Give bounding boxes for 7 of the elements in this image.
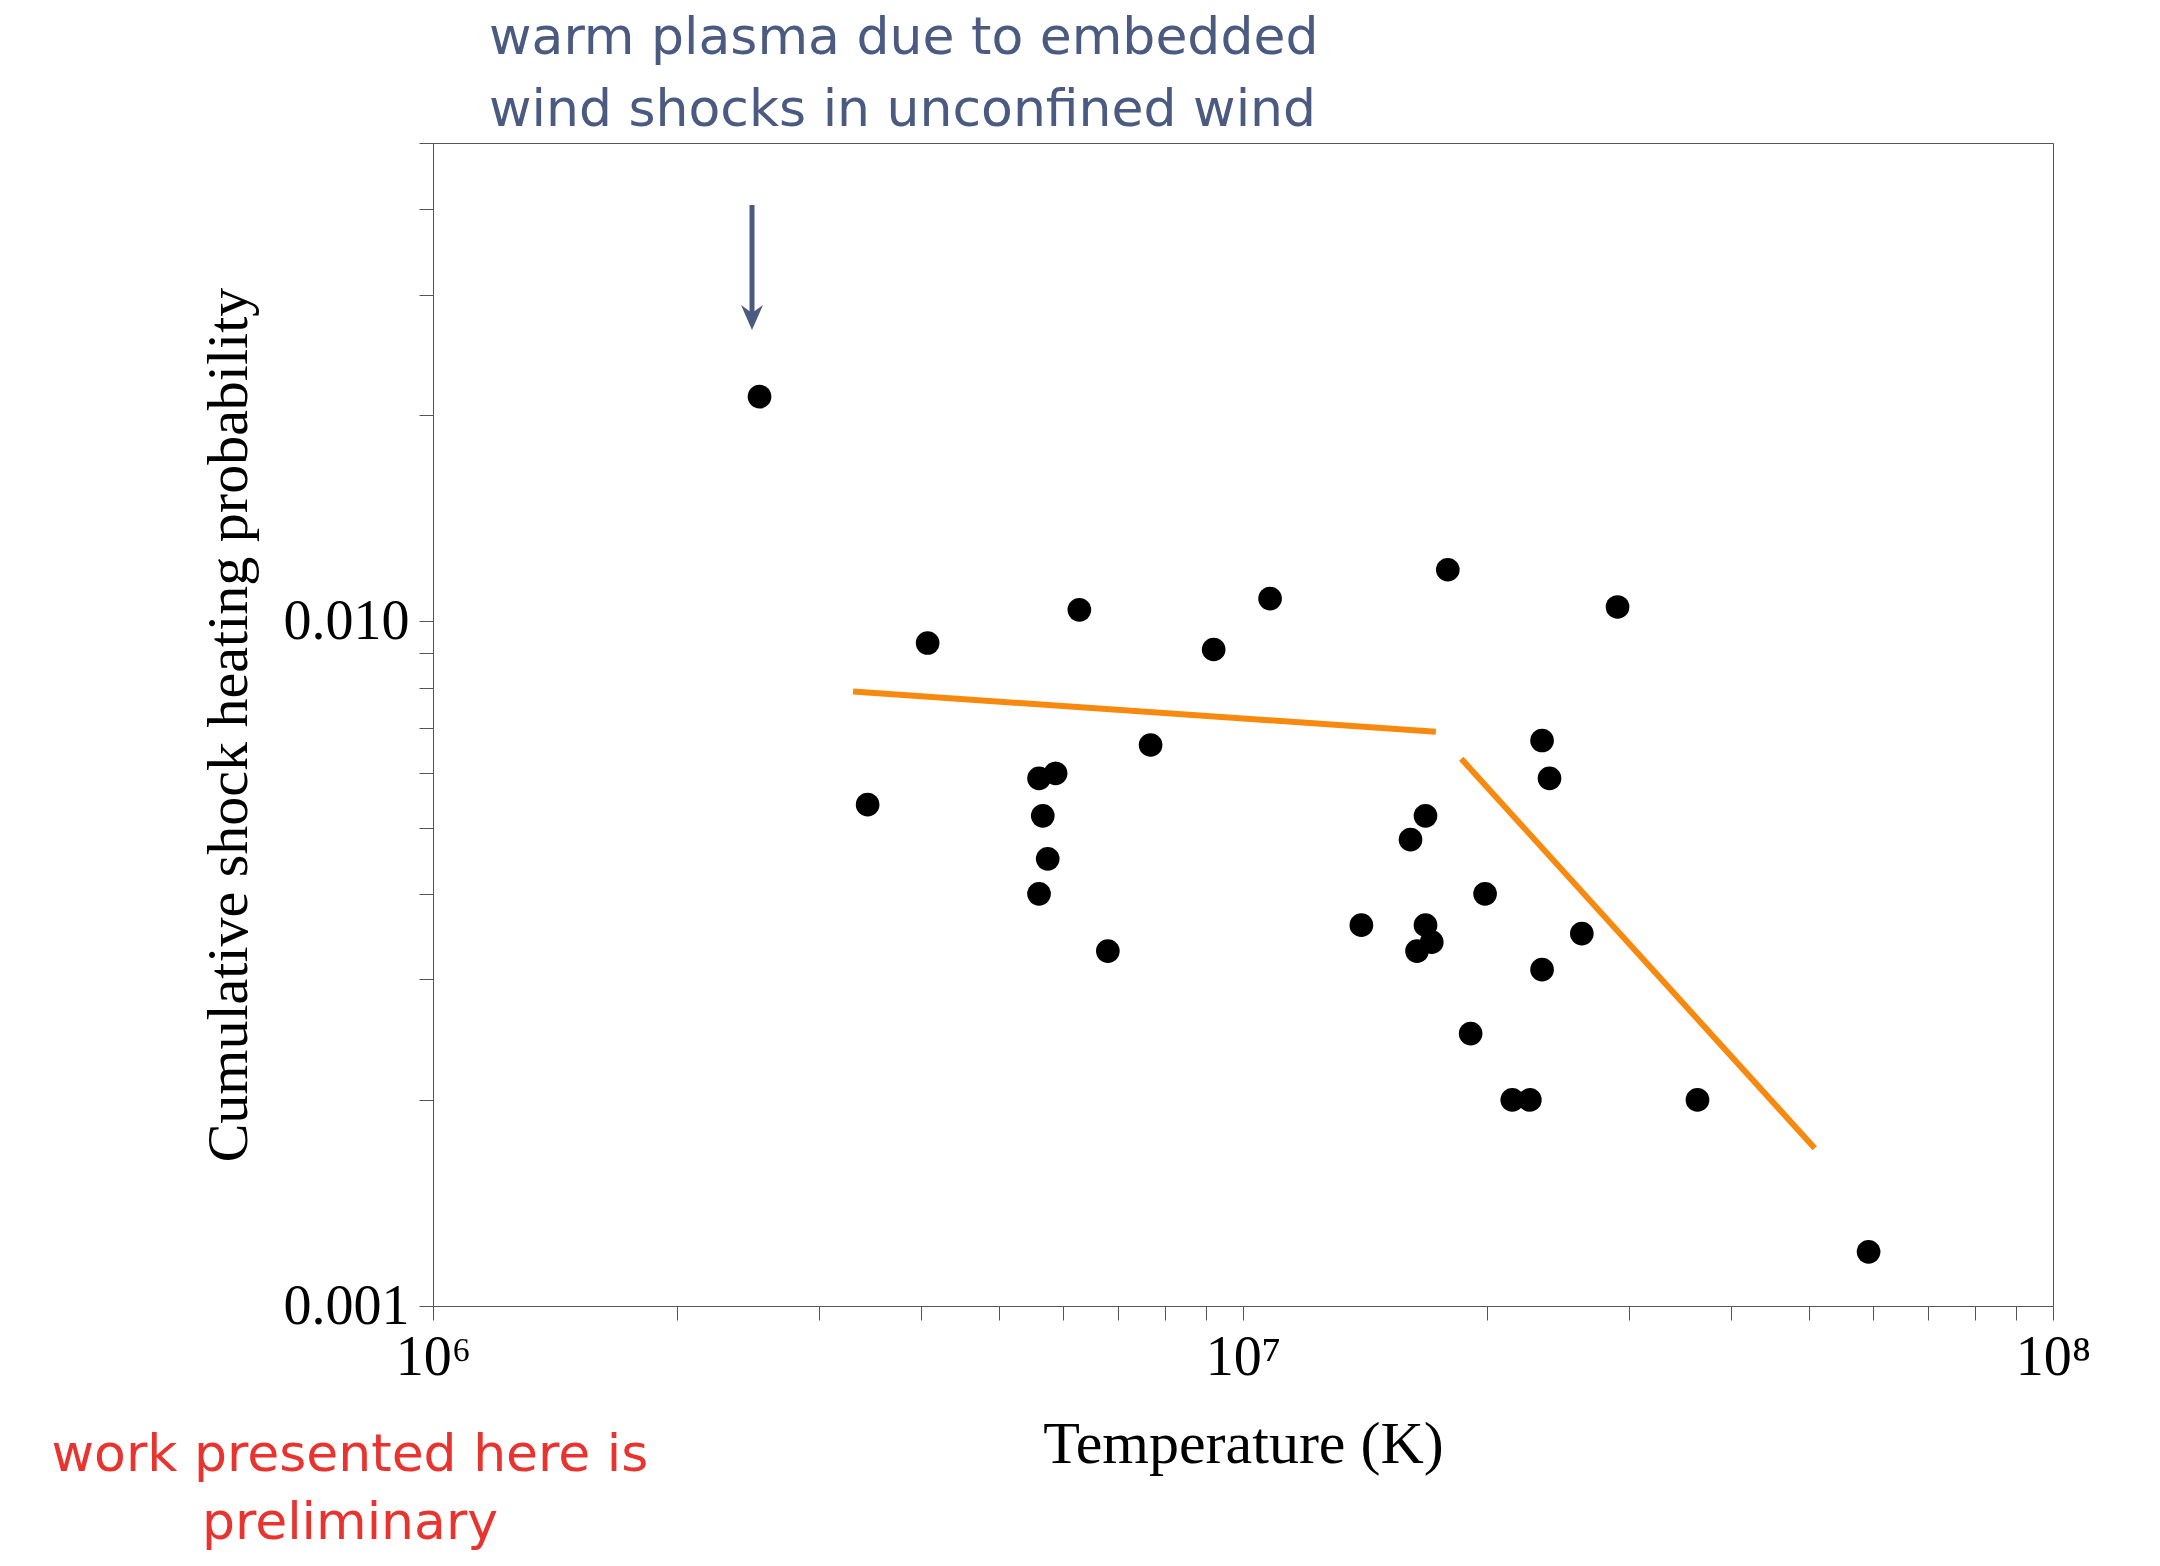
y-tick-label: 0.010 — [283, 588, 410, 651]
x-axis-title: Temperature (K) — [1043, 1409, 1444, 1476]
x-tick-label: 10⁸ — [2015, 1324, 2092, 1387]
x-tick-label: 10⁷ — [1205, 1324, 1282, 1387]
text: warm plasma due to embedded wind shocks in unconfined wind — [489, 5, 1320, 140]
y-axis-title: Cumulative shock heating probability — [194, 287, 260, 1163]
text: work presented here is preliminary — [50, 1422, 650, 1553]
